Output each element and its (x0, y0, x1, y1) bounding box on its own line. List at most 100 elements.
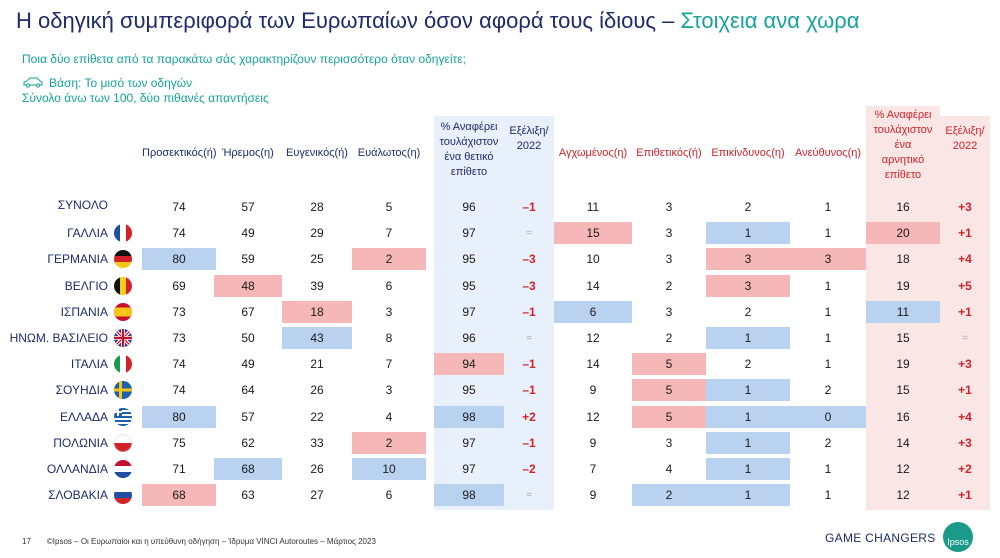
table-cell: = (962, 332, 968, 344)
table-cell: +1 (958, 488, 972, 503)
country-label: ΓΕΡΜΑΝΙΑ (47, 250, 132, 269)
flag-de-icon (114, 250, 132, 269)
table-cell: +1 (958, 226, 972, 241)
table-cell: –1 (522, 200, 536, 214)
table-cell: 2 (744, 357, 752, 372)
table-cell: 1 (824, 200, 832, 214)
column-header: Ευγενικός(ή) (286, 147, 348, 159)
column-header: Ανεύθυνος(η) (794, 147, 862, 159)
flag-es-icon (114, 302, 132, 321)
country-label: ΣΛΟΒΑΚΙΑ (48, 486, 132, 505)
logo-text: Ipsos (947, 537, 969, 547)
table-cell: 15 (554, 222, 632, 245)
table-cell: 96 (462, 200, 476, 214)
table-cell: 63 (241, 488, 255, 503)
flag-uk-icon (114, 329, 132, 347)
table-cell: 4 (665, 462, 673, 476)
table-cell: 39 (310, 278, 324, 293)
table-cell: 12 (586, 409, 600, 424)
table-cell: 16 (896, 409, 910, 424)
survey-question: Ποια δύο επίθετα από τα παρακάτω σάς χαρ… (22, 52, 466, 66)
country-label: ΠΟΛΩΝΙΑ (53, 433, 132, 452)
flag-be-icon (114, 276, 132, 295)
table-cell: 74 (172, 383, 186, 398)
table-cell: 9 (589, 383, 597, 398)
table-cell: 2 (744, 304, 752, 319)
column-header: Εξέλιξη/ 2022 (945, 125, 985, 152)
table-cell: 3 (706, 274, 790, 297)
table-cell: 74 (172, 226, 186, 241)
table-cell: 12 (896, 462, 910, 476)
table-cell: 9 (589, 435, 597, 450)
table-cell: –1 (522, 383, 536, 398)
table-cell: 3 (665, 226, 673, 241)
table-cell: 1 (706, 458, 790, 480)
table-cell: 1 (824, 278, 832, 293)
table-cell: 1 (824, 226, 832, 241)
country-name: ΙΣΠΑΝΙΑ (60, 304, 108, 319)
table-cell: 74 (172, 200, 186, 214)
table-cell: 4 (385, 409, 393, 424)
table-cell: 2 (665, 278, 673, 293)
table-cell: –2 (522, 462, 536, 476)
table-cell: 73 (172, 304, 186, 319)
column-header: Ήρεμος(η) (222, 147, 274, 159)
column-shade (504, 116, 554, 510)
table-cell: 19 (896, 278, 910, 293)
table-cell: 18 (282, 300, 352, 323)
table-cell: 26 (310, 462, 324, 476)
table-cell: 1 (706, 431, 790, 454)
table-cell: 1 (824, 331, 832, 345)
flag-se-icon (114, 381, 132, 400)
table-cell: 15 (896, 383, 910, 398)
footer-source: ©Ipsos – Οι Ευρωπαίοι και η υπεύθυνη οδή… (46, 537, 376, 546)
table-cell: 2 (352, 248, 426, 271)
table-cell: 3 (706, 248, 790, 271)
table-cell: 12 (896, 488, 910, 503)
ipsos-logo: Ipsos (943, 522, 973, 552)
table-cell: 49 (241, 226, 255, 241)
table-cell: 5 (632, 379, 706, 402)
table-cell: 11 (586, 200, 600, 214)
table-cell: 10 (586, 252, 600, 267)
table-cell: 57 (241, 409, 255, 424)
table-cell: 12 (586, 331, 600, 345)
table-cell: +5 (958, 278, 972, 293)
table-cell: +1 (958, 383, 972, 398)
flag-nl-icon (114, 460, 132, 478)
table-cell: 9 (589, 488, 597, 503)
table-cell: 1 (706, 484, 790, 507)
table-cell: 98 (434, 405, 504, 428)
table-cell: 74 (172, 357, 186, 372)
table-cell: 7 (385, 357, 393, 372)
table-cell: +4 (958, 409, 972, 424)
table-cell: +2 (958, 462, 972, 476)
title-accent: Στοιχεια ανα χωρα (680, 8, 860, 33)
table-cell: 20 (866, 222, 940, 245)
table-cell: 97 (462, 226, 476, 241)
table-cell: 75 (172, 435, 186, 450)
table-cell: 95 (462, 252, 476, 267)
table-cell: 67 (241, 304, 255, 319)
column-header: Προσεκτικός(ή) (142, 147, 217, 159)
table-cell: 80 (142, 248, 216, 271)
table-cell: +4 (958, 252, 972, 267)
table-cell: –1 (522, 304, 536, 319)
table-cell: 3 (665, 304, 673, 319)
table-cell: 3 (385, 383, 393, 398)
table-cell: 2 (744, 200, 752, 214)
table-cell: 28 (310, 200, 324, 214)
table-cell: 1 (706, 327, 790, 349)
table-cell: 2 (824, 383, 832, 398)
table-cell: 98 (434, 484, 504, 507)
table-cell: 95 (462, 383, 476, 398)
base-line-1: Βάση: Το μισό των οδηγών (49, 76, 193, 90)
car-icon (22, 76, 44, 88)
table-cell: 48 (214, 274, 282, 297)
flag-sk-icon (114, 486, 132, 505)
table-cell: 3 (385, 304, 393, 319)
column-header: Επικίνδυνος(η) (711, 147, 785, 159)
table-cell: 50 (241, 331, 255, 345)
footer: 17 ©Ipsos – Οι Ευρωπαίοι και η υπεύθυνη ο… (22, 537, 376, 546)
country-name: ΓΕΡΜΑΝΙΑ (47, 252, 108, 267)
